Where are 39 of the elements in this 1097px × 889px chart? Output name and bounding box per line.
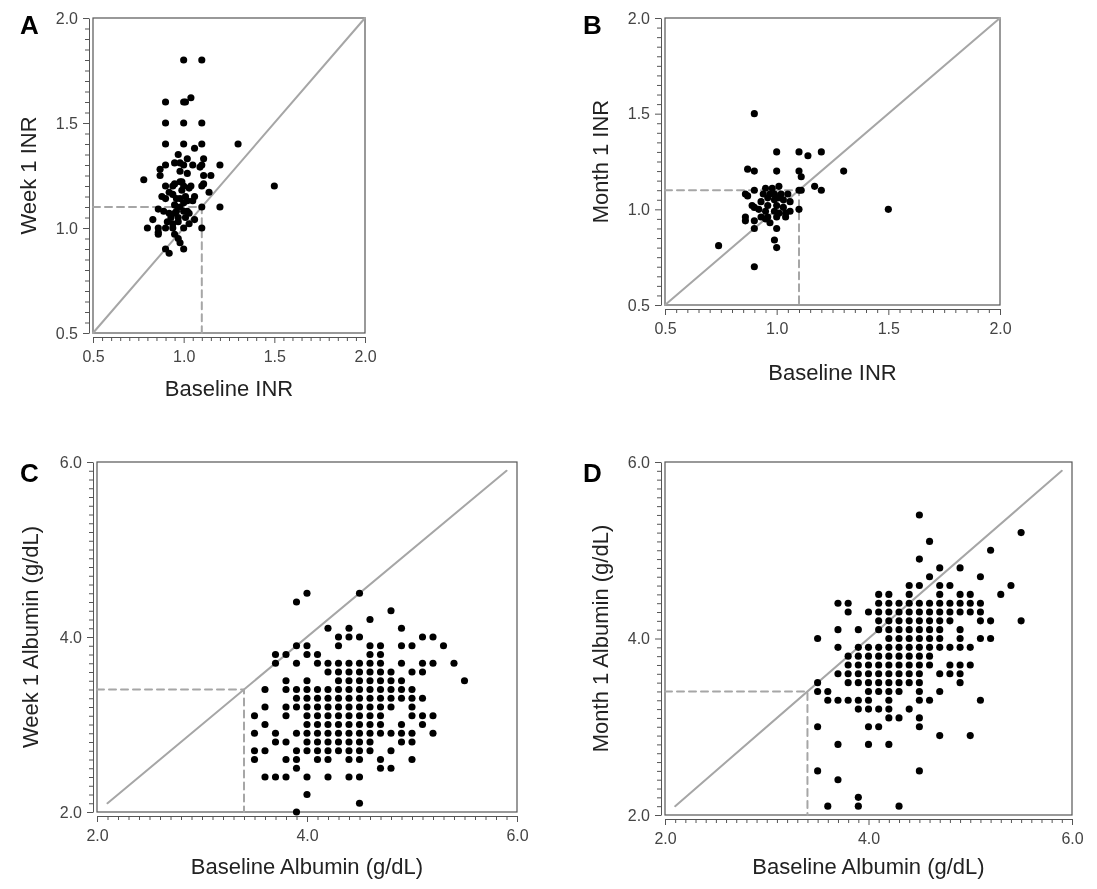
x-axis-title: Baseline Albumin (g/dL) bbox=[190, 854, 424, 879]
y-tick-label: 1.5 bbox=[55, 114, 79, 132]
y-tick-label: 1.0 bbox=[55, 219, 79, 237]
y-tick-label: 6.0 bbox=[59, 453, 83, 471]
x-tick-label: 1.5 bbox=[263, 348, 287, 366]
y-axis-title: Month 1 INR bbox=[587, 99, 613, 224]
chart-title: C bbox=[20, 458, 39, 488]
y-tick-label: 4.0 bbox=[627, 630, 651, 648]
x-axis-title: Baseline Albumin (g/dL) bbox=[752, 854, 985, 879]
x-tick-label: 4.0 bbox=[857, 830, 881, 848]
y-tick-label: 4.0 bbox=[59, 628, 83, 646]
y-axis-title: Week 1 Albumin (g/dL) bbox=[17, 525, 43, 749]
y-tick-label: 2.0 bbox=[59, 803, 83, 821]
chart-title: B bbox=[583, 10, 602, 40]
x-axis-title: Baseline INR bbox=[768, 360, 897, 385]
chart-title: A bbox=[20, 10, 39, 40]
x-axis-title: Baseline INR bbox=[164, 376, 294, 401]
x-tick-label: 4.0 bbox=[296, 827, 319, 845]
y-tick-label: 2.0 bbox=[55, 9, 79, 27]
y-axis-title: Month 1 Albumin (g/dL) bbox=[587, 524, 613, 753]
x-tick-label: 2.0 bbox=[989, 320, 1012, 338]
x-tick-label: 2.0 bbox=[654, 830, 677, 848]
x-tick-label: 6.0 bbox=[1061, 830, 1084, 848]
y-tick-label: 2.0 bbox=[627, 9, 651, 27]
y-tick-label: 0.5 bbox=[627, 296, 651, 314]
x-tick-label: 2.0 bbox=[354, 348, 377, 366]
x-tick-label: 1.0 bbox=[766, 320, 789, 338]
x-tick-label: 2.0 bbox=[86, 827, 109, 845]
y-axis-title: Week 1 INR bbox=[15, 116, 41, 235]
y-tick-label: 1.5 bbox=[627, 105, 651, 123]
x-tick-label: 1.5 bbox=[877, 320, 901, 338]
y-tick-label: 6.0 bbox=[627, 453, 651, 471]
y-tick-label: 1.0 bbox=[627, 200, 651, 218]
x-tick-label: 1.0 bbox=[173, 348, 196, 366]
x-tick-label: 0.5 bbox=[82, 348, 105, 366]
x-tick-label: 0.5 bbox=[654, 320, 677, 338]
y-tick-label: 2.0 bbox=[627, 806, 651, 824]
x-tick-label: 6.0 bbox=[506, 827, 529, 845]
chart-title: D bbox=[583, 458, 602, 488]
